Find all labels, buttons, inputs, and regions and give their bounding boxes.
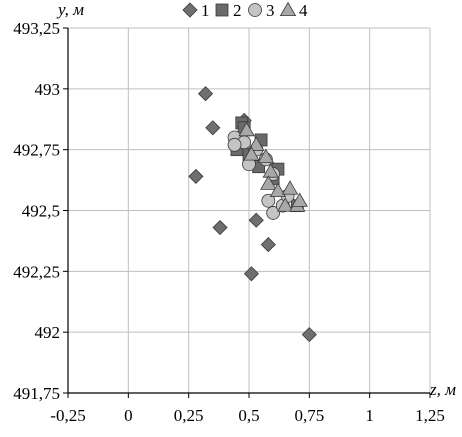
point-series-4-4	[260, 175, 277, 190]
point-series-4-10	[243, 146, 260, 161]
legend-label-2: 2	[233, 1, 242, 20]
x-tick-label-4: 0,75	[294, 406, 324, 425]
x-tick-label-3: 0,5	[238, 406, 259, 425]
point-series-1-4	[248, 212, 264, 228]
point-series-3-6	[261, 193, 276, 208]
point-series-1-0	[197, 86, 214, 102]
legend-label-1: 1	[201, 1, 210, 20]
point-series-1-2	[188, 168, 204, 184]
y-tick-label-5: 492	[35, 323, 61, 342]
axes	[63, 27, 431, 398]
point-series-4-1	[248, 136, 265, 151]
x-tick-label-6: 1,25	[415, 406, 445, 425]
y-tick-label-1: 493	[35, 80, 61, 99]
x-axis-label: z, м	[429, 380, 456, 399]
point-series-1-6	[243, 266, 259, 282]
y-tick-label-0: 493,25	[13, 19, 60, 38]
point-series-4-5	[269, 182, 287, 198]
point-series-4-6	[281, 180, 299, 195]
x-tick-label-1: 0	[124, 406, 133, 425]
point-series-4-0	[238, 121, 255, 137]
point-series-4-3	[262, 163, 279, 178]
legend-marker-4	[279, 1, 297, 17]
x-tick-label-2: 0,25	[174, 406, 204, 425]
point-series-1-3	[212, 219, 228, 236]
legend-label-3: 3	[266, 1, 275, 20]
legend-marker-1	[182, 2, 198, 18]
point-series-1-1	[205, 120, 221, 136]
legend-label-4: 4	[299, 1, 308, 20]
y-tick-labels: 493,25 493 492,75 492,5 492,25 492 491,75	[13, 19, 60, 403]
legend-marker-2	[215, 3, 229, 17]
point-series-4-2	[257, 148, 275, 163]
point-series-1-7	[301, 327, 317, 343]
grid	[67, 27, 431, 394]
legend-marker-3	[248, 3, 262, 17]
y-tick-label-6: 491,75	[13, 384, 60, 403]
y-tick-label-3: 492,5	[22, 202, 60, 221]
y-tick-label-4: 492,25	[13, 262, 60, 281]
x-tick-label-5: 1	[365, 406, 374, 425]
data-points	[188, 86, 317, 343]
point-series-4-7	[277, 197, 294, 212]
point-series-1-5	[260, 237, 276, 253]
y-tick-label-2: 492,75	[13, 141, 60, 160]
point-series-4-9	[291, 192, 308, 207]
point-series-3-10	[227, 137, 242, 152]
point-series-3-7	[266, 206, 281, 220]
x-tick-labels: -0,25 0 0,25 0,5 0,75 1 1,25	[50, 406, 445, 425]
y-axis-label: y, м	[56, 0, 84, 19]
legend: 1 2 3 4	[182, 1, 308, 20]
x-tick-label-0: -0,25	[50, 406, 85, 425]
